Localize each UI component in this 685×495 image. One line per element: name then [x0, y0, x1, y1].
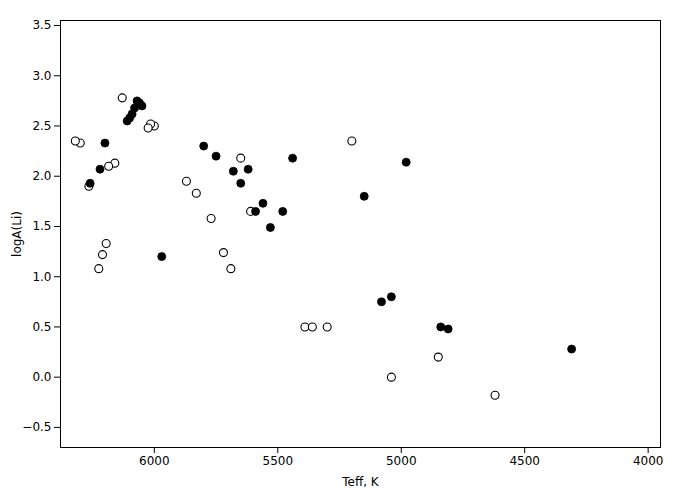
svg-text:4500: 4500 — [509, 454, 540, 468]
svg-text:0.0: 0.0 — [32, 370, 51, 384]
svg-text:1.5: 1.5 — [32, 219, 51, 233]
svg-text:logA(Li): logA(Li) — [10, 211, 24, 257]
svg-text:6000: 6000 — [139, 454, 170, 468]
svg-text:2.0: 2.0 — [32, 169, 51, 183]
svg-text:0.5: 0.5 — [32, 320, 51, 334]
svg-text:3.5: 3.5 — [32, 18, 51, 32]
svg-text:5000: 5000 — [386, 454, 417, 468]
svg-text:Teff, K: Teff, K — [341, 475, 380, 489]
svg-text:5500: 5500 — [263, 454, 294, 468]
svg-text:4000: 4000 — [633, 454, 664, 468]
svg-text:3.0: 3.0 — [32, 69, 51, 83]
svg-text:1.0: 1.0 — [32, 270, 51, 284]
svg-text:−0.5: −0.5 — [22, 420, 51, 434]
svg-text:2.5: 2.5 — [32, 119, 51, 133]
